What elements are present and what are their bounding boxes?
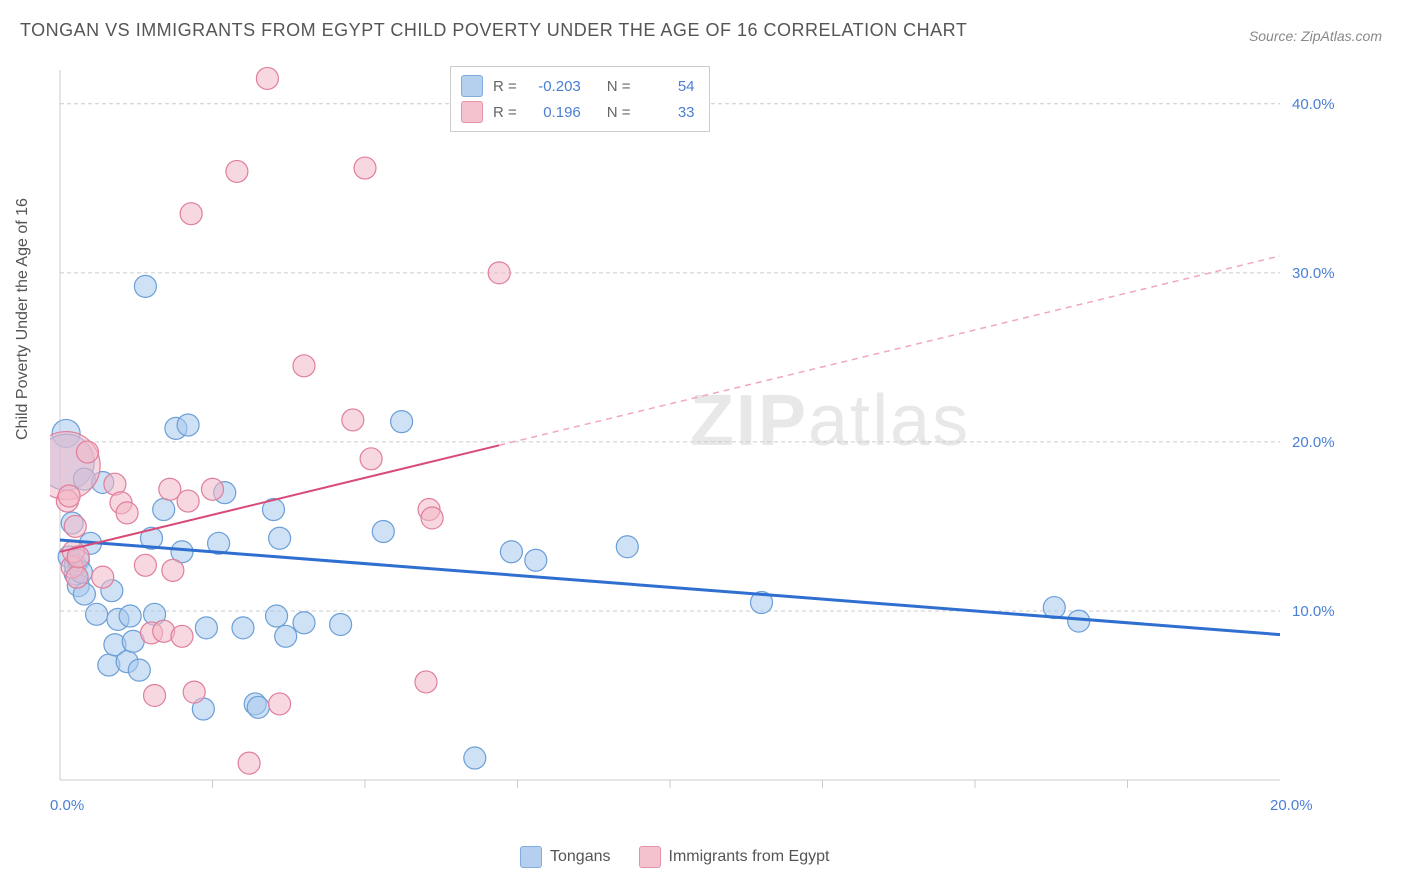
r-label: R =: [493, 104, 517, 121]
n-label: N =: [607, 104, 631, 121]
chart-title: TONGAN VS IMMIGRANTS FROM EGYPT CHILD PO…: [20, 20, 967, 41]
n-value-tongans: 54: [641, 78, 695, 95]
svg-text:20.0%: 20.0%: [1270, 797, 1313, 814]
series-legend: Tongans Immigrants from Egypt: [520, 846, 829, 868]
swatch-tongans: [461, 75, 483, 97]
legend-item-tongans: Tongans: [520, 846, 611, 868]
r-value-tongans: -0.203: [527, 78, 581, 95]
r-value-egypt: 0.196: [527, 104, 581, 121]
source-label: Source: ZipAtlas.com: [1249, 28, 1382, 44]
svg-text:0.0%: 0.0%: [50, 797, 84, 814]
swatch-egypt: [461, 101, 483, 123]
n-value-egypt: 33: [641, 104, 695, 121]
r-label: R =: [493, 78, 517, 95]
swatch-tongans: [520, 846, 542, 868]
n-label: N =: [607, 78, 631, 95]
y-axis-label: Child Poverty Under the Age of 16: [14, 198, 32, 440]
svg-text:10.0%: 10.0%: [1292, 603, 1335, 620]
legend-label-egypt: Immigrants from Egypt: [669, 848, 830, 866]
corr-row-tongans: R = -0.203 N = 54: [461, 73, 695, 99]
svg-text:30.0%: 30.0%: [1292, 265, 1335, 282]
legend-label-tongans: Tongans: [550, 848, 611, 866]
corr-row-egypt: R = 0.196 N = 33: [461, 99, 695, 125]
scatter-plot: 10.0% 20.0% 30.0% 40.0% 0.0% 20.0%: [50, 60, 1350, 820]
correlation-legend: R = -0.203 N = 54 R = 0.196 N = 33: [450, 66, 710, 132]
chart-container: TONGAN VS IMMIGRANTS FROM EGYPT CHILD PO…: [0, 0, 1406, 892]
legend-item-egypt: Immigrants from Egypt: [639, 846, 830, 868]
svg-text:40.0%: 40.0%: [1292, 96, 1335, 113]
svg-text:20.0%: 20.0%: [1292, 434, 1335, 451]
swatch-egypt: [639, 846, 661, 868]
